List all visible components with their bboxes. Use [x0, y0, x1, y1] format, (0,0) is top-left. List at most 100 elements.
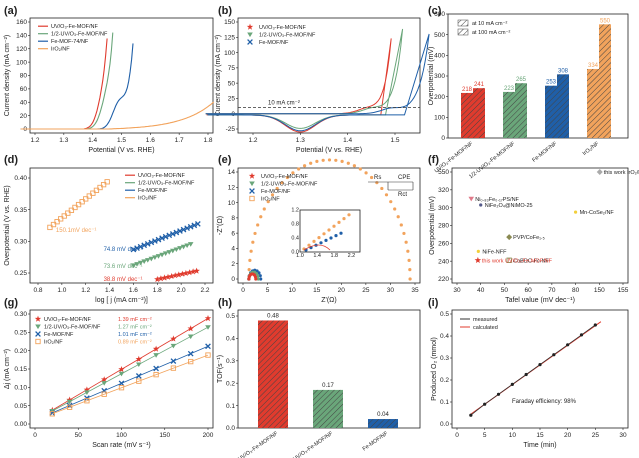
legend-marker	[248, 172, 256, 179]
data-point	[72, 204, 78, 211]
bar-value: 0.48	[267, 313, 279, 319]
y-tick-label: 0.3	[226, 358, 235, 365]
x-tick-label: 25	[362, 287, 370, 294]
y-tick-label: 400	[434, 53, 445, 60]
fit-line	[52, 318, 209, 411]
panel-label-b: (b)	[218, 5, 232, 17]
bar-hatch	[545, 85, 557, 138]
y-tick-label: 0.40	[14, 175, 27, 182]
legend-label: IrO₂/NF	[261, 197, 280, 203]
legend-label: Fe-MOF/NF	[44, 332, 74, 338]
data-point	[370, 175, 374, 180]
data-point	[155, 236, 162, 243]
x-axis-label: Z'(Ω)	[321, 297, 337, 304]
x-tick-label: 1.8	[153, 287, 162, 294]
axes-b	[237, 17, 421, 134]
data-point	[285, 175, 289, 180]
inset-point	[319, 241, 323, 245]
data-point	[593, 323, 597, 327]
data-point	[186, 269, 193, 276]
data-point	[479, 203, 483, 207]
inset-point	[307, 243, 311, 247]
category-label: IrO₂/NF	[582, 140, 601, 157]
bar-value: 0.17	[322, 383, 334, 389]
legend-label: Fe-MOF/NF	[261, 189, 291, 195]
legend-label: measured	[473, 317, 497, 323]
data-point	[159, 235, 165, 242]
x-tick-label: 155	[618, 287, 629, 294]
x-tick-label: 15	[313, 287, 321, 294]
data-point	[130, 246, 137, 253]
legend-label: 1/2-UV/O₃-Fe-MOF/NF	[51, 32, 108, 38]
bar-value: 550	[600, 18, 611, 24]
data-point	[93, 187, 100, 193]
data-point	[266, 200, 270, 204]
data-point	[134, 262, 140, 267]
x-tick-label: 1.6	[129, 287, 138, 294]
x-tick-label: 150	[159, 432, 170, 439]
series-line	[205, 33, 430, 132]
data-point	[75, 201, 82, 208]
data-point	[177, 246, 183, 251]
y-tick-label: 0.1	[226, 403, 235, 410]
legend-label: at 10 mA cm⁻²	[472, 21, 507, 27]
data-point	[254, 277, 258, 281]
data-point	[159, 252, 165, 258]
fit-line	[52, 354, 209, 415]
data-point	[148, 239, 155, 246]
axes-e	[237, 167, 421, 284]
y-tick-label: 0	[441, 135, 445, 142]
data-point	[118, 380, 125, 387]
inset-y-tick: 1.2	[291, 208, 299, 214]
data-point	[389, 200, 393, 204]
data-point	[364, 171, 368, 175]
data-point	[280, 181, 284, 185]
bar-hatch	[313, 389, 343, 428]
inset-point	[342, 217, 346, 221]
y-tick-label: 300	[434, 73, 445, 80]
data-point	[170, 358, 177, 364]
series-line	[20, 43, 134, 130]
x-axis-label: Potential (V vs. RHE)	[88, 147, 154, 154]
legend-label: 1/2-UV/O₃-Fe-MOF/NF	[261, 182, 318, 188]
y-tick-label: 80	[20, 73, 28, 80]
y-tick-label: 100	[434, 115, 445, 122]
y-tick-label: 0.35	[14, 207, 27, 214]
data-point	[182, 269, 190, 276]
data-point	[97, 184, 103, 191]
bar-value: 223	[504, 86, 515, 92]
cdl-value: 1.27 mF cm⁻²	[118, 325, 152, 331]
x-tick-label: 1.3	[59, 137, 68, 144]
legend-label: Fe-MOF-74/NF	[51, 39, 89, 45]
x-tick-label: 0	[33, 432, 37, 439]
y-tick-label: 0.2	[440, 377, 449, 384]
y-tick-label: 40	[20, 99, 28, 106]
slope-label: 38.8 mV dec⁻¹	[104, 277, 143, 283]
y-tick-label: 8	[231, 215, 235, 222]
y-tick-label: 20	[20, 113, 28, 120]
data-point	[340, 159, 344, 163]
data-point	[164, 273, 172, 280]
data-point	[184, 243, 190, 249]
legend-label: calculated	[473, 325, 498, 331]
y-tick-label: 0.5	[440, 311, 449, 318]
data-point	[251, 240, 255, 244]
y-tick-label: 10	[228, 200, 236, 207]
data-point	[596, 169, 603, 175]
slope-label: 73.6 mV dec⁻¹	[104, 264, 143, 270]
data-point	[79, 199, 85, 205]
data-point	[148, 256, 155, 262]
legend-label: UV/O₃-Fe-MOF/NF	[261, 174, 308, 180]
legend-marker	[247, 39, 253, 45]
x-tick-label: 1.5	[390, 137, 399, 144]
panel-label-g: (g)	[4, 297, 18, 309]
data-point	[506, 257, 512, 263]
legend-label: 1/2-UV/O₃-Fe-MOF/NF	[44, 325, 101, 331]
data-point	[256, 223, 260, 227]
x-tick-label: 1.8	[203, 137, 212, 144]
data-point	[141, 242, 148, 249]
legend-marker	[35, 324, 41, 330]
data-point	[152, 238, 158, 244]
panel-label-i: (i)	[428, 297, 439, 309]
